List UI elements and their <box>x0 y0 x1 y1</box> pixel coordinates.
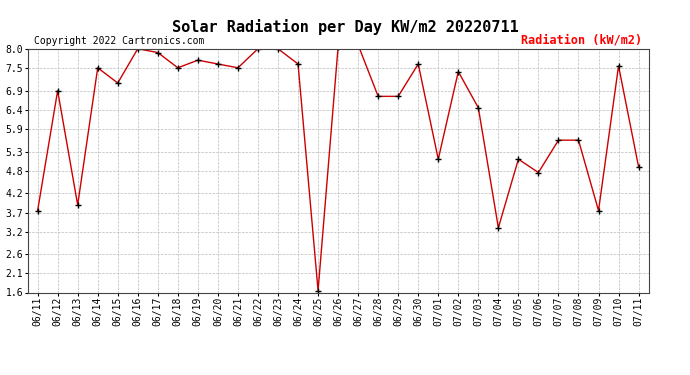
Text: Solar Radiation per Day KW/m2 20220711: Solar Radiation per Day KW/m2 20220711 <box>172 19 518 35</box>
Text: Radiation (kW/m2): Radiation (kW/m2) <box>521 33 642 46</box>
Text: Copyright 2022 Cartronics.com: Copyright 2022 Cartronics.com <box>34 36 204 46</box>
